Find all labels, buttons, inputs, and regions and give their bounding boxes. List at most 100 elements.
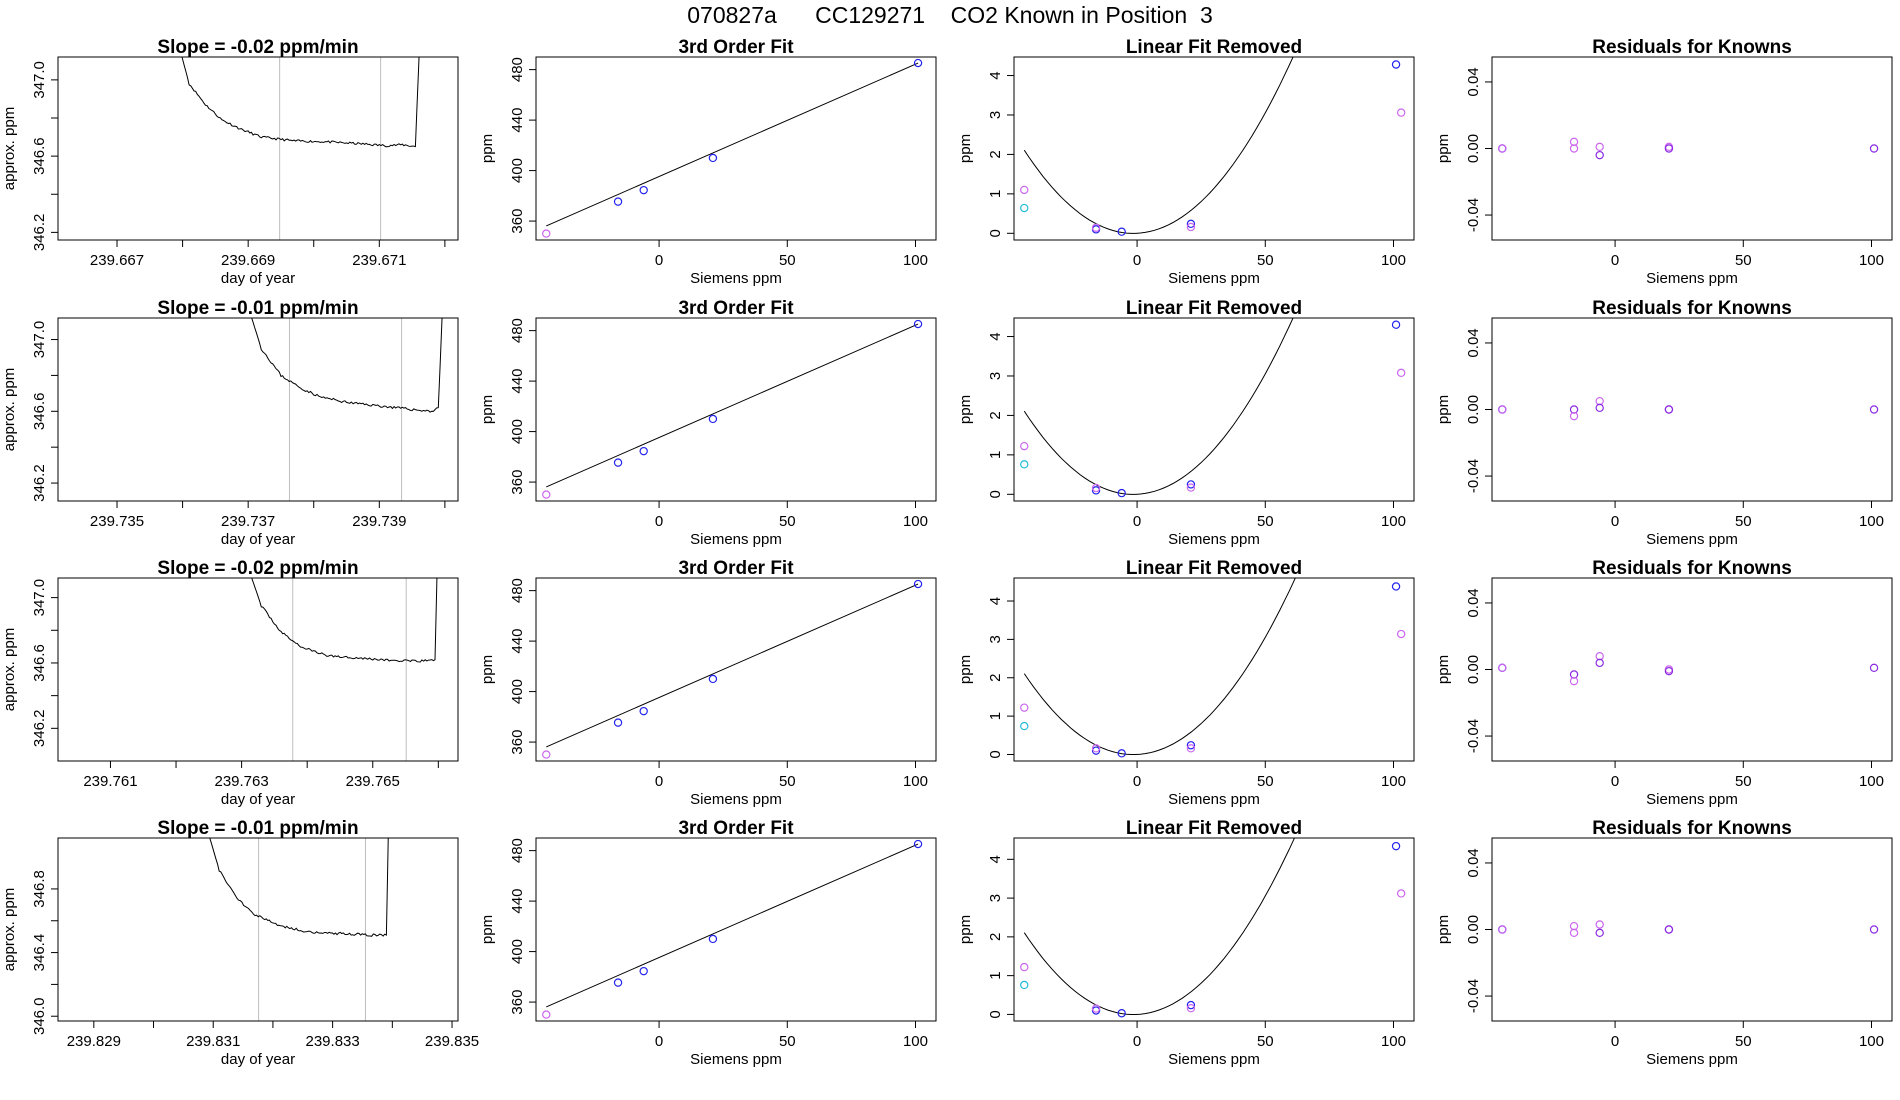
y-tick-label: 4 [987,597,1004,605]
y-tick-label: -0.04 [1465,979,1482,1013]
x-tick-label: 239.669 [221,252,275,269]
y-tick-label: 2 [987,933,1004,941]
y-tick-label: 1 [987,190,1004,198]
fit-curve [1023,838,1295,1015]
x-tick-label: 239.735 [90,513,144,530]
data-point [639,446,648,456]
x-tick-label: 100 [903,513,928,530]
plot-frame [1491,317,1893,502]
data-point [1569,144,1579,153]
data-point [1020,703,1029,712]
x-tick-label: 239.761 [83,773,137,790]
y-tick-label: 0 [987,1010,1004,1018]
data-point [1869,925,1879,934]
data-point [1117,488,1126,498]
data-point [1664,666,1674,676]
plot-frame [57,56,459,241]
series-trace [251,578,438,663]
x-tick-label: 239.739 [352,513,406,530]
x-tick-label: 0 [1611,773,1619,790]
y-tick-label: 1 [987,451,1004,459]
fit-line [546,62,919,227]
x-tick-label: 0 [655,513,663,530]
x-tick-label: 239.835 [425,1033,479,1050]
y-tick-label: 4 [987,855,1004,863]
y-axis-label: ppm [957,395,974,424]
x-axis-label: day of year [221,270,295,287]
x-axis-label: day of year [221,531,295,548]
data-point [708,934,718,944]
plot-frame [57,317,459,502]
data-point [913,319,923,329]
plot-frame [1013,317,1415,502]
data-point [1498,144,1507,153]
fit-line [546,843,919,1008]
data-point [542,229,551,238]
y-tick-label: 0.00 [1465,395,1482,424]
data-point [1186,480,1196,489]
x-tick-label: 100 [903,252,928,269]
data-point [1020,460,1029,469]
x-axis-label: Siemens ppm [1646,270,1738,287]
panel-r3-c4: Residuals for Knowns 0 50 100 -0.04 0.00 0.04 S… [1435,558,1893,808]
data-point [1595,928,1604,938]
data-point [1498,405,1507,414]
x-tick-label: 50 [779,252,796,269]
plot-area [181,57,420,240]
plot-area [1020,838,1406,1018]
x-tick-label: 50 [1257,252,1274,269]
data-point [1186,744,1196,753]
plot-frame [535,837,937,1022]
data-point [913,839,923,849]
y-tick-label: 400 [509,419,526,444]
data-point [1186,1000,1196,1010]
x-tick-label: 50 [1735,513,1752,530]
data-point [1117,749,1126,758]
plot-frame [1013,56,1415,241]
data-point [1186,483,1196,492]
data-point [708,153,718,163]
data-point [613,197,623,206]
plot-area [251,578,438,761]
x-tick-label: 50 [1735,1033,1752,1050]
data-point [613,978,623,987]
panel-title: Residuals for Knowns [1592,298,1792,319]
x-tick-label: 0 [655,252,663,269]
x-tick-label: 100 [1381,1033,1406,1050]
data-point [708,674,718,684]
y-axis-label: approx. ppm [1,888,18,971]
y-tick-label: -0.04 [1465,459,1482,493]
y-tick-label: 0 [987,750,1004,758]
y-axis-label: ppm [957,915,974,944]
x-tick-label: 239.765 [346,773,400,790]
x-axis-label: Siemens ppm [1168,791,1260,808]
y-axis-label: ppm [479,395,496,424]
y-axis-label: ppm [957,655,974,684]
y-tick-label: 346.6 [31,137,48,175]
y-tick-label: 480 [509,57,526,82]
data-point [1186,219,1196,229]
y-tick-label: 347.0 [31,61,48,99]
x-axis-label: Siemens ppm [1168,270,1260,287]
y-tick-label: 480 [509,318,526,343]
panel-title: Slope = -0.01 ppm/min [157,818,358,839]
y-axis-label: ppm [479,655,496,684]
data-point [708,414,718,424]
data-point [1396,368,1406,378]
plot-area [1498,137,1879,160]
x-axis-label: Siemens ppm [1646,531,1738,548]
y-axis-label: ppm [1435,915,1452,944]
x-tick-label: 0 [1133,252,1141,269]
data-point [1020,203,1029,213]
data-point [1498,663,1507,673]
data-point [1391,841,1401,851]
x-axis-label: day of year [221,791,295,808]
x-axis-label: Siemens ppm [1646,1051,1738,1068]
plot-area [542,58,923,238]
panel-r4-c1: Slope = -0.01 ppm/min 239.829 239.831 239.8… [1,818,479,1068]
y-tick-label: 3 [987,111,1004,119]
x-tick-label: 100 [1381,513,1406,530]
data-point [1091,223,1101,232]
y-tick-label: 2 [987,411,1004,419]
figure-title: 070827a CC129271 CO2 Known in Position 3 [687,2,1213,28]
